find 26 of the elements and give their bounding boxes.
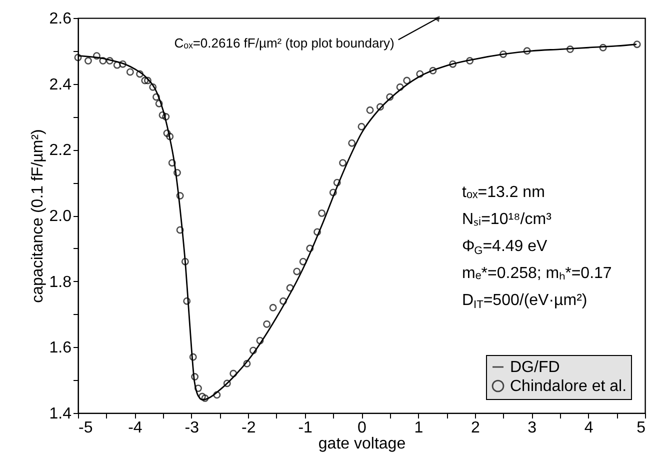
annotation: Cₒₓ=0.2616 fF/µm² (top plot boundary) xyxy=(174,36,394,51)
x-tick-label: -4 xyxy=(128,420,142,436)
y-tick-label: 2.0 xyxy=(49,208,72,225)
annotation: tₒₓ=13.2 nm xyxy=(462,184,545,201)
legend-label: Chindalore et al. xyxy=(510,378,627,395)
y-tick-label: 2.4 xyxy=(49,76,72,94)
x-tick-label: -1 xyxy=(298,420,313,436)
y-tick-label: 1.6 xyxy=(49,340,72,357)
x-tick-label: 4 xyxy=(584,420,594,436)
annotation: Nₛᵢ=10¹⁸/cm³ xyxy=(462,211,552,228)
y-axis-title: capacitance (0.1 fF/µm²) xyxy=(29,129,46,303)
x-tick-label: -5 xyxy=(78,420,93,436)
x-tick-label: -3 xyxy=(184,420,200,436)
y-tick-label: 2.2 xyxy=(49,142,72,160)
x-tick-label: 1 xyxy=(414,420,424,436)
y-tick-label: 1.8 xyxy=(49,274,72,291)
x-tick-label: 2 xyxy=(470,420,480,436)
x-tick-label: -2 xyxy=(241,420,256,436)
x-tick-label: 5 xyxy=(636,420,646,436)
annotation: mₑ*=0.258; mₕ*=0.17 xyxy=(462,265,612,282)
x-tick-label: 0 xyxy=(358,420,367,436)
y-tick-label: 2.6 xyxy=(49,10,72,28)
x-axis-title: gate voltage xyxy=(318,436,406,452)
legend-label: DG/FD xyxy=(510,359,560,376)
y-tick-label: 1.4 xyxy=(49,406,72,422)
x-tick-label: 3 xyxy=(528,420,537,436)
